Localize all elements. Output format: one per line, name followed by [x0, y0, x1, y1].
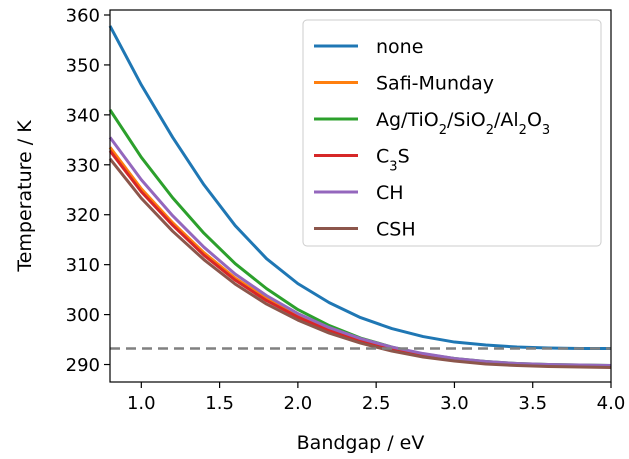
series-layer [108, 25, 612, 370]
y-tick-label: 360 [66, 5, 100, 26]
x-tick-label: 1.5 [205, 393, 234, 414]
legend-label-5: CSH [376, 219, 416, 241]
y-tick-label: 350 [66, 55, 100, 76]
legend: none Safi-Munday Ag/TiO2/SiO2/Al2O3 C3S CH CS… [302, 19, 602, 247]
y-tick-label: 290 [66, 355, 100, 376]
x-tick-label: 2.5 [362, 393, 391, 414]
x-axis-label: Bandgap / eV [297, 432, 425, 454]
y-tick-label: 300 [66, 305, 100, 326]
y-tick-label: 340 [66, 105, 100, 126]
x-tick-label: 3.5 [518, 393, 547, 414]
x-tick-label: 1.0 [127, 393, 156, 414]
y-tick-label: 330 [66, 155, 100, 176]
legend-box [302, 19, 602, 247]
plot-frame [109, 9, 612, 383]
x-tick-label: 3.0 [440, 393, 469, 414]
legend-label-2: Ag/TiO2/SiO2/Al2O3 [376, 109, 550, 138]
y-tick-label: 310 [66, 255, 100, 276]
legend-label-1: Safi-Munday [376, 73, 494, 95]
legend-label-0: none [376, 36, 423, 58]
legend-label-4: CH [376, 182, 404, 204]
y-axis-label: Temperature / K [14, 120, 36, 273]
y-axis: 290 300 310 320 330 340 350 360 [66, 5, 110, 376]
legend-label-3: C3S [376, 146, 410, 175]
series-line-5 [108, 157, 612, 370]
series-line-4 [108, 136, 612, 368]
x-tick-label: 4.0 [597, 393, 626, 414]
y-tick-label: 320 [66, 205, 100, 226]
x-axis: 1.0 1.5 2.0 2.5 3.0 3.5 4.0 [127, 382, 625, 414]
x-tick-label: 2.0 [284, 393, 313, 414]
